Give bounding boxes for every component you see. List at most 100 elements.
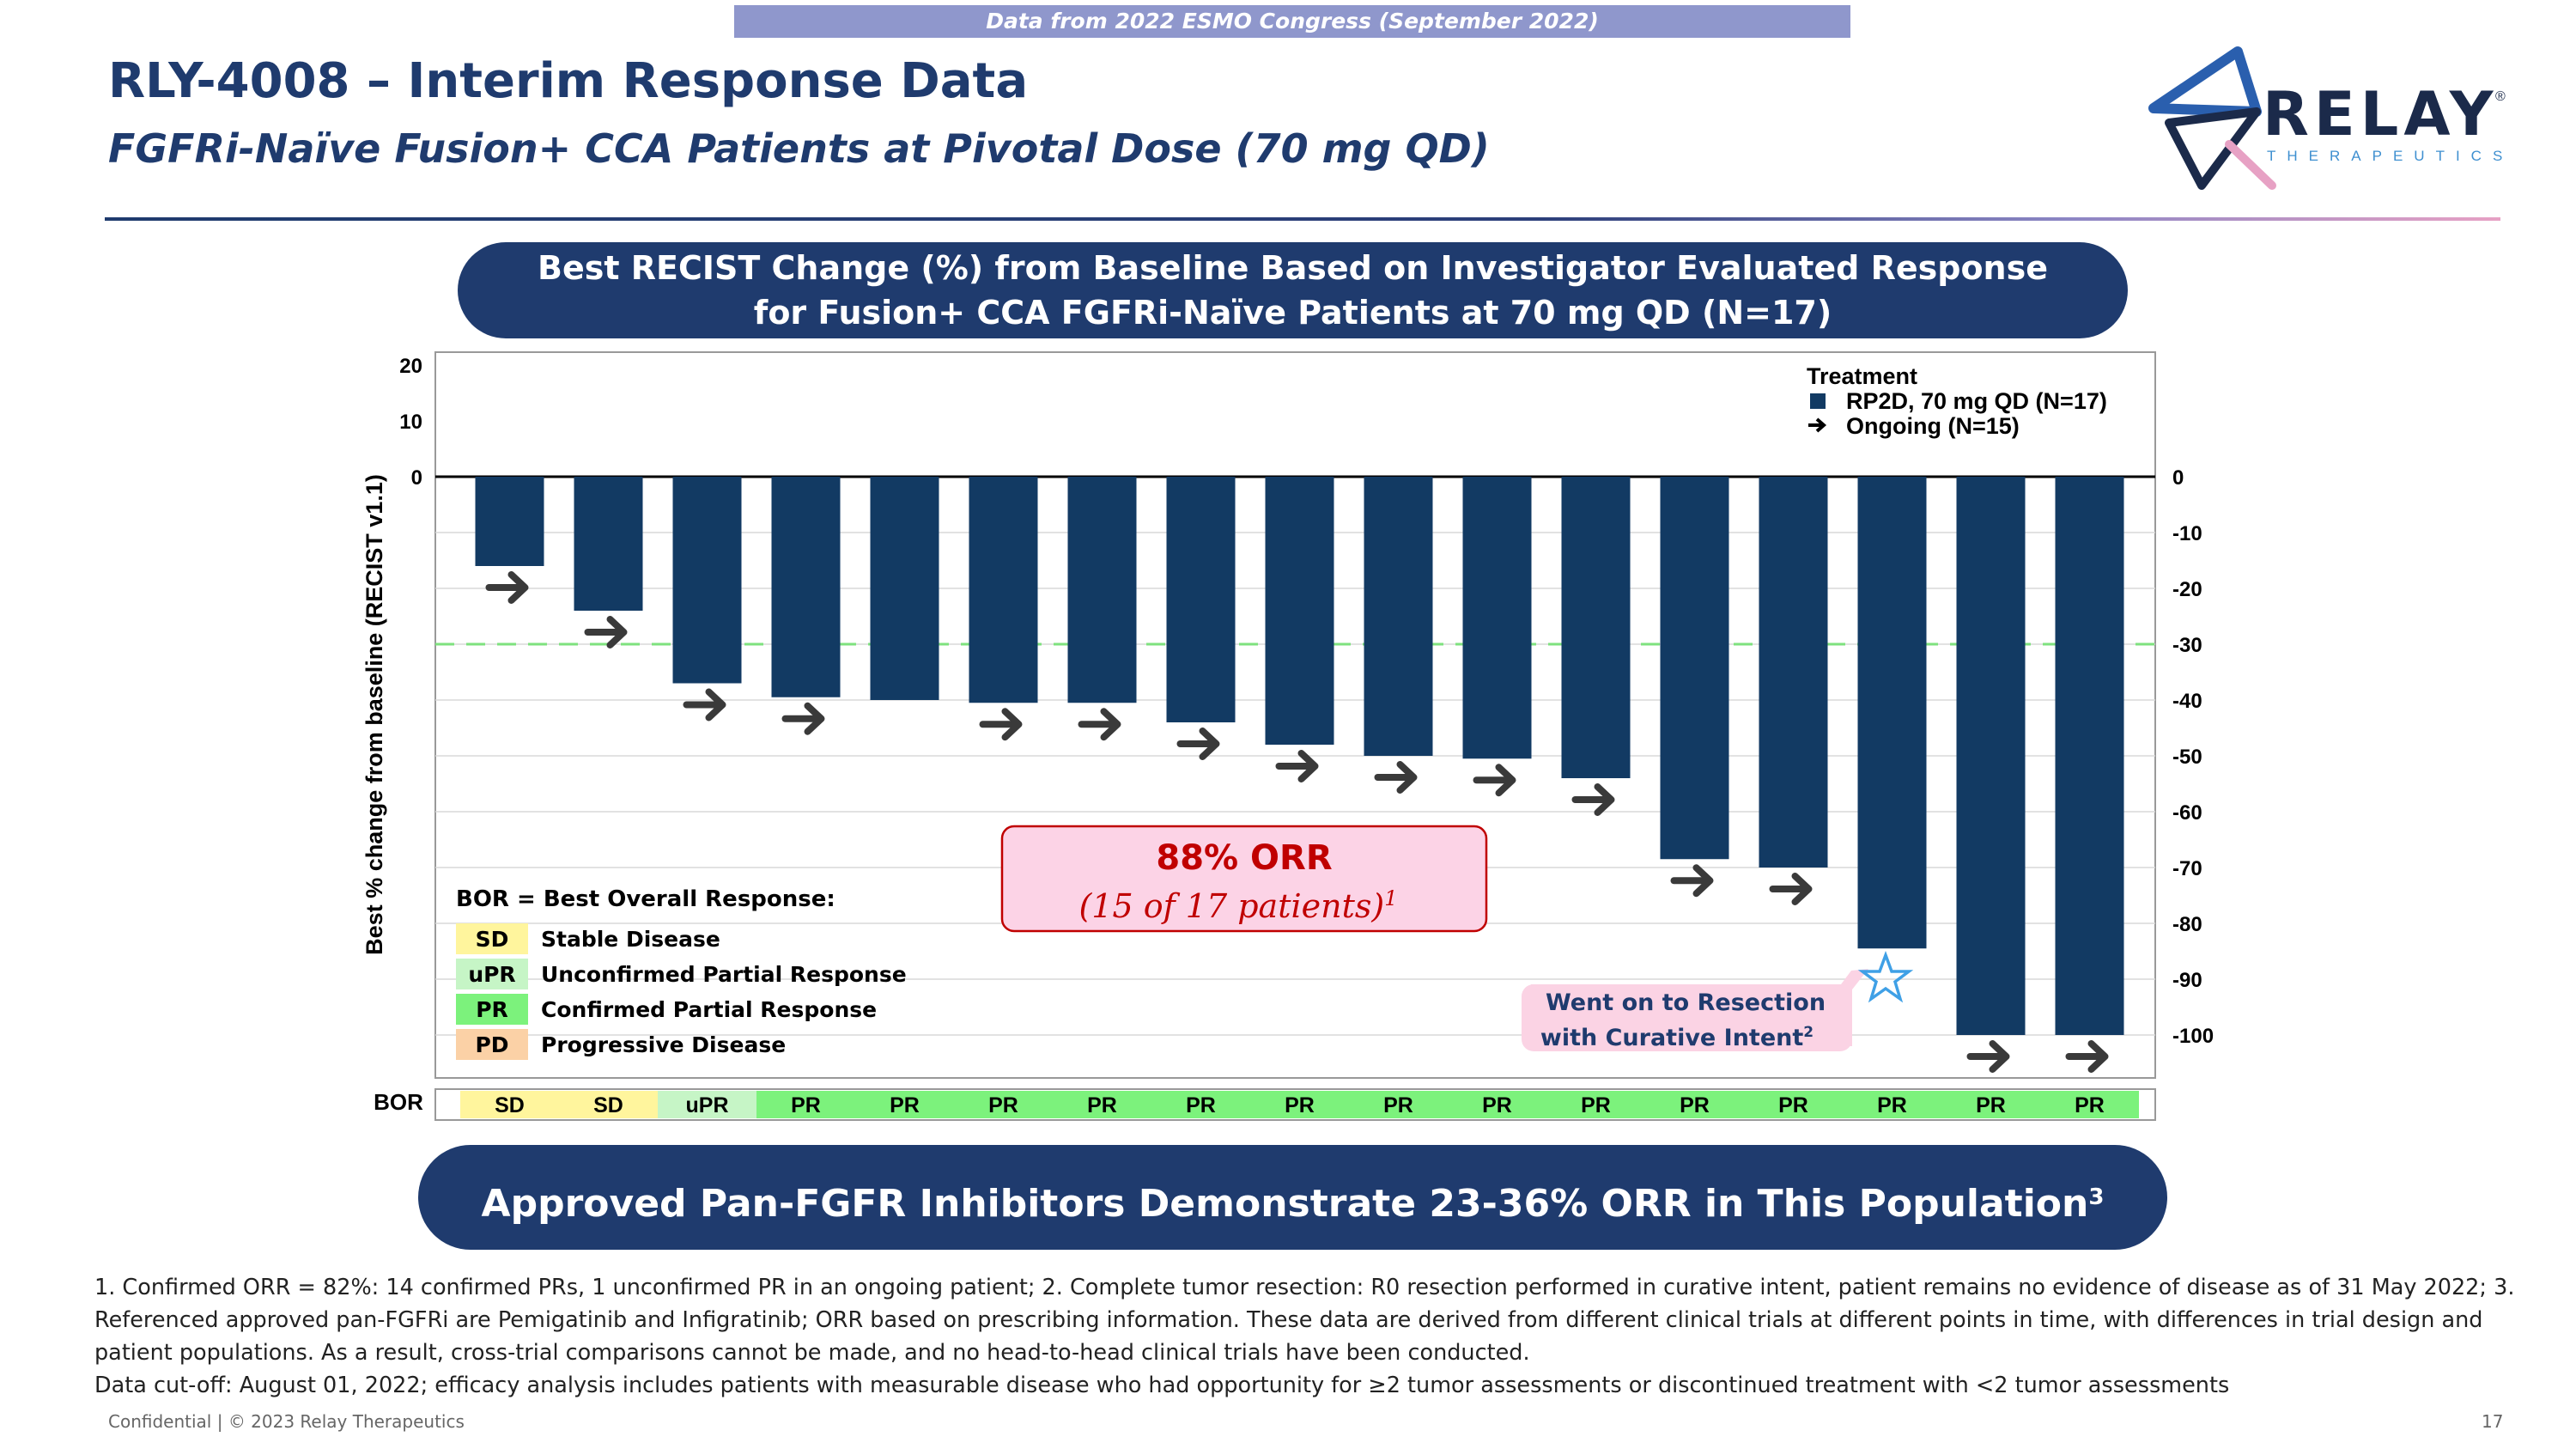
bor-cell-label: uPR (686, 1093, 729, 1117)
bar (1462, 477, 1532, 759)
logo-registered-mark: ® (2495, 89, 2506, 104)
left-tick-labels: 20 10 0 (399, 355, 422, 490)
bor-cell-label: PR (1778, 1093, 1808, 1117)
right-tick-label: -50 (2172, 746, 2202, 769)
bor-cell (1744, 1091, 1843, 1118)
chart-title-line-2: for Fusion+ CCA FGFRi-Naïve Patients at … (753, 294, 1832, 332)
bor-cell-label: PR (1581, 1093, 1611, 1117)
resection-line-2-wrap: with Curative Intent2 (1540, 1024, 1814, 1051)
ongoing-arrow-icon (1670, 864, 1714, 898)
right-tick-label: -10 (2172, 522, 2202, 545)
ongoing-arrow-icon (584, 616, 628, 648)
right-tick-label: -70 (2172, 857, 2202, 880)
bor-cell (954, 1091, 1053, 1118)
bor-cell (1349, 1091, 1448, 1118)
bor-legend-label: Confirmed Partial Response (541, 997, 877, 1022)
orr-detail: (15 of 17 patients)1 (1079, 886, 1398, 925)
bor-legend-label: Stable Disease (541, 927, 720, 952)
left-tick-label: 20 (399, 355, 422, 378)
orr-footnote-ref: 1 (1384, 886, 1397, 910)
logo-wordmark: RELAY (2263, 79, 2499, 149)
bor-cell (1941, 1091, 2040, 1118)
title-divider (105, 217, 2500, 221)
legend-title: Treatment (1807, 363, 1917, 389)
bar (672, 477, 742, 684)
ongoing-arrow-icon (781, 702, 825, 735)
right-tick-labels: 0 -10 -20 -30 -40 -50 -60 -70 -80 -90 -100 (2172, 466, 2214, 1048)
right-tick-label: -20 (2172, 578, 2202, 601)
footnote-paragraph-1: 1. Confirmed ORR = 82%: 14 confirmed PRs… (94, 1275, 2515, 1366)
bor-cell (756, 1091, 855, 1118)
ongoing-arrow-icon (2065, 1040, 2109, 1073)
page-number: 17 (2482, 1411, 2504, 1432)
bor-cell (658, 1091, 756, 1118)
bor-legend-code: PR (476, 997, 508, 1022)
bor-row-cells: SD SD uPR PR PR PR PR PR PR PR PR PR PR PR PR PR PR (460, 1091, 2139, 1118)
bor-legend-code: SD (476, 927, 509, 952)
resection-callout: Went on to Resection with Curative Inten… (1522, 950, 1914, 1051)
bor-legend-title: BOR = Best Overall Response: (456, 886, 835, 912)
bar (1265, 477, 1334, 745)
right-tick-label: 0 (2172, 466, 2184, 490)
bor-legend-swatch (456, 994, 528, 1025)
bar (870, 477, 939, 700)
bar (1660, 477, 1729, 860)
ongoing-arrow-icon (1571, 783, 1615, 816)
bor-cell (1546, 1091, 1645, 1118)
ongoing-arrow-icon (979, 708, 1023, 741)
right-tick-label: -40 (2172, 690, 2202, 713)
bar (574, 477, 643, 611)
resection-line-2: with Curative Intent (1540, 1025, 1803, 1051)
resection-line-1: Went on to Resection (1546, 989, 1826, 1016)
bor-cell-label: SD (593, 1093, 623, 1117)
right-tick-label: -80 (2172, 913, 2202, 936)
bor-legend-code: uPR (468, 962, 515, 987)
bor-cell-label: PR (1285, 1093, 1315, 1117)
bar (1956, 477, 2026, 1035)
chart-legend: Treatment RP2D, 70 mg QD (N=17) Ongoing … (1807, 363, 2107, 439)
bor-cell (1250, 1091, 1349, 1118)
legend-series-label: RP2D, 70 mg QD (N=17) (1846, 388, 2107, 414)
resection-box (1522, 984, 1852, 1051)
bar (771, 477, 841, 697)
bor-cell (1645, 1091, 1744, 1118)
right-tick-label: -30 (2172, 634, 2202, 657)
bor-legend-swatch (456, 1029, 528, 1060)
bar (1857, 477, 1927, 949)
ongoing-arrow-icon (1176, 728, 1220, 760)
bor-cell-label: PR (2075, 1093, 2105, 1117)
comparison-footnote-ref: 3 (2088, 1184, 2105, 1210)
legend-ongoing-label: Ongoing (N=15) (1846, 413, 2020, 439)
bar (1067, 477, 1137, 703)
left-tick-label: 10 (399, 411, 422, 434)
resection-footnote-ref: 2 (1803, 1024, 1814, 1041)
footnote-paragraph-2: Data cut-off: August 01, 2022; efficacy … (94, 1373, 2230, 1398)
footnotes: 1. Confirmed ORR = 82%: 14 confirmed PRs… (94, 1271, 2524, 1402)
right-tick-label: -90 (2172, 969, 2202, 992)
bor-cell-label: PR (1680, 1093, 1710, 1117)
orr-detail-text: (15 of 17 patients) (1079, 887, 1385, 925)
star-icon (1857, 950, 1914, 1003)
bor-cell (1448, 1091, 1546, 1118)
bor-legend: BOR = Best Overall Response: SD Stable Di… (456, 886, 907, 1060)
bor-cell (1053, 1091, 1151, 1118)
bor-cell-label: PR (1087, 1093, 1117, 1117)
logo-tagline: THERAPEUTICS (2267, 148, 2514, 164)
comparison-banner: Approved Pan-FGFR Inhibitors Demonstrate… (418, 1145, 2167, 1250)
orr-box (1000, 825, 1488, 933)
bar (2055, 477, 2124, 1035)
chart-title-banner: Best RECIST Change (%) from Baseline Bas… (458, 242, 2128, 338)
bor-legend-swatch (456, 959, 528, 989)
bor-cell-label: PR (1383, 1093, 1413, 1117)
bar (1759, 477, 1828, 868)
ongoing-arrows (485, 571, 2109, 1073)
bar (1166, 477, 1236, 722)
bar (1561, 477, 1631, 778)
page-subtitle: FGFRi-Naïve Fusion+ CCA Patients at Pivo… (108, 125, 1490, 172)
bor-legend-label: Progressive Disease (541, 1032, 786, 1057)
bars (475, 477, 2124, 1035)
bor-cell-label: PR (791, 1093, 821, 1117)
bor-cell-label: PR (890, 1093, 920, 1117)
y-axis-label: Best % change from baseline (RECIST v1.1… (361, 474, 387, 955)
right-tick-label: -60 (2172, 801, 2202, 825)
